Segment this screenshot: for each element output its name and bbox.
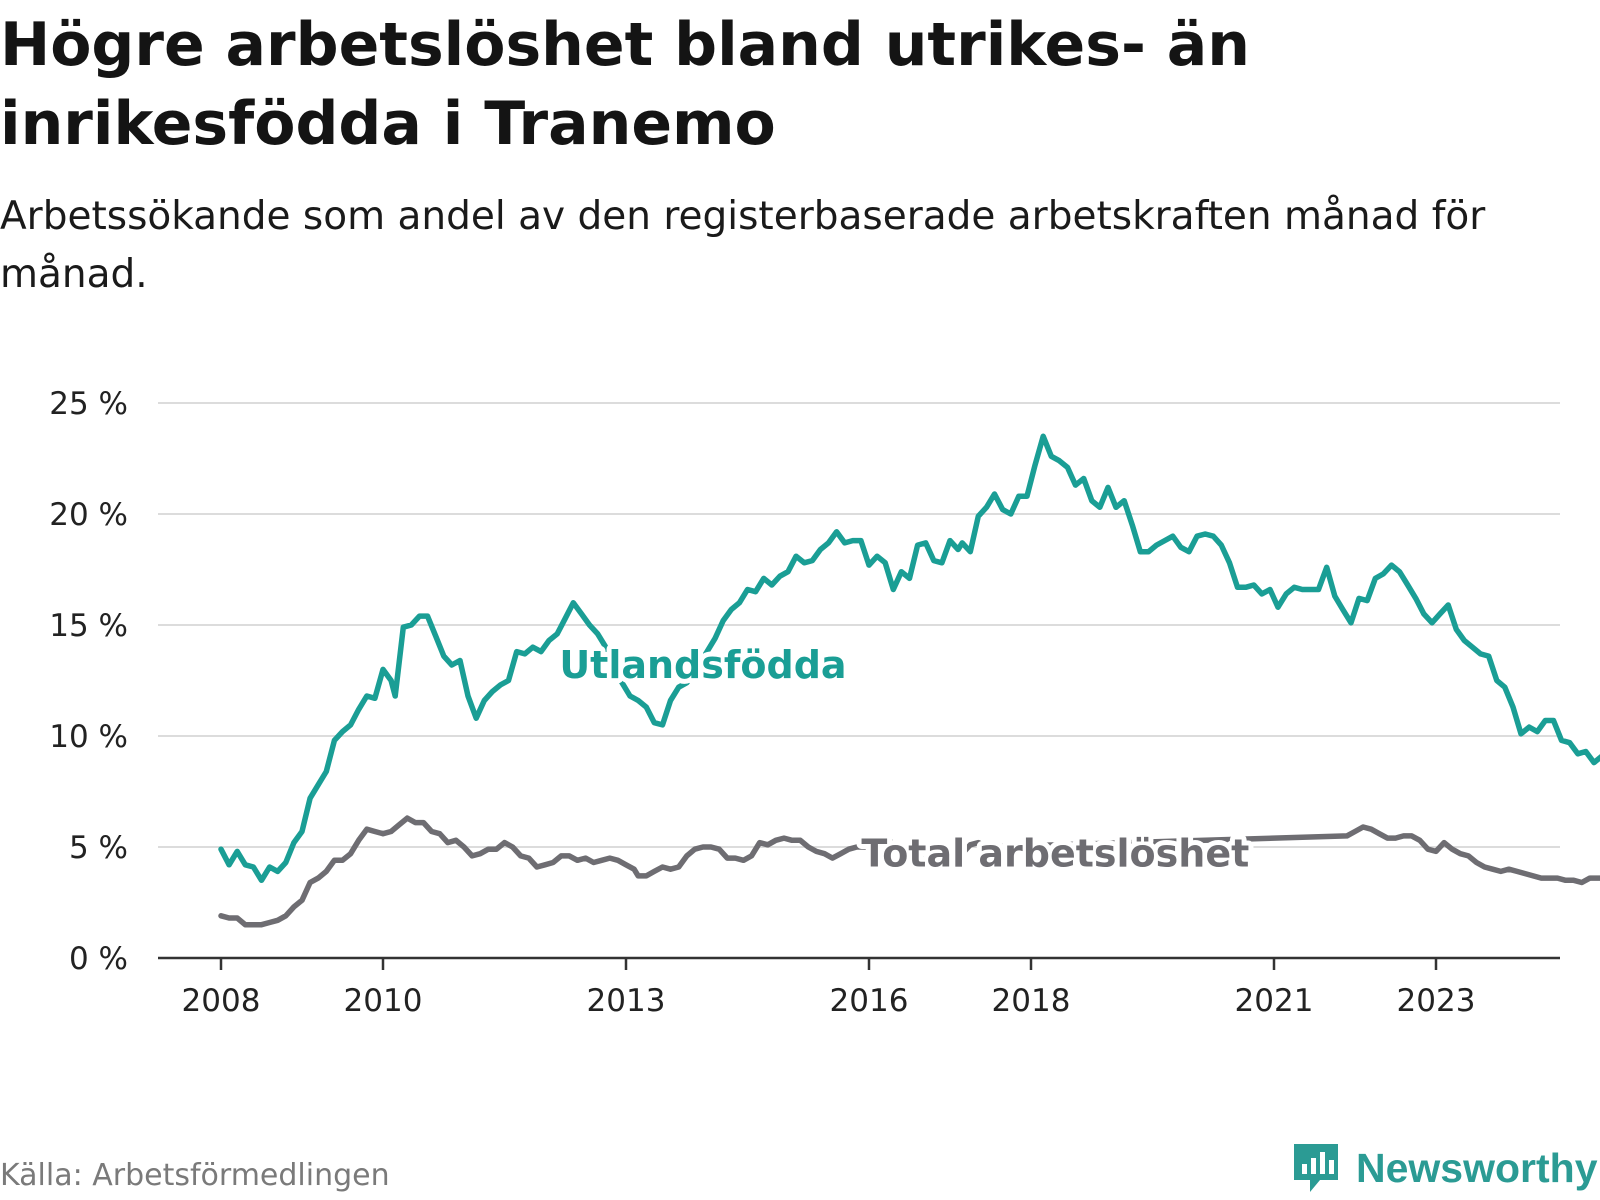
chart-title: Högre arbetslöshet bland utrikes- än inr…	[0, 10, 1250, 159]
newsworthy-logo-icon	[1294, 1144, 1338, 1192]
y-tick-label: 5 %	[69, 830, 128, 866]
series-lines	[218, 433, 1600, 928]
brand-logo[interactable]: Newsworthy	[1290, 1140, 1598, 1196]
x-tick-label: 2010	[344, 983, 423, 1019]
x-tick-label: 2013	[587, 983, 666, 1019]
line-chart: 0 %5 %10 %15 %20 %25 % 2008 2010 2013 2016 2…	[49, 386, 1600, 1019]
y-axis-ticks: 0 % 5 % 10 % 15 % 20 % 25 %	[49, 386, 128, 977]
y-tick-label: 15 %	[49, 608, 128, 644]
y-tick-label: 20 %	[49, 497, 128, 533]
brand-name: Newsworthy	[1356, 1144, 1598, 1191]
x-tick-label: 2023	[1397, 983, 1476, 1019]
y-tick-label: 25 %	[49, 386, 128, 422]
y-tick-label: 10 %	[49, 719, 128, 755]
source-note: Källa: Arbetsförmedlingen	[0, 1158, 390, 1193]
y-tick-label: 0 %	[69, 941, 128, 977]
x-tick-label: 2008	[182, 983, 261, 1019]
series-label: Utlandsfödda	[559, 643, 846, 687]
x-tick-label: 2021	[1235, 983, 1314, 1019]
x-axis: 2008 2010 2013 2016 2018 2021 2023	[158, 956, 1560, 1019]
x-tick-label: 2018	[992, 983, 1071, 1019]
chart-subtitle: Arbetssökande som andel av den registerb…	[0, 194, 1486, 297]
series-line-utlandsfodda	[218, 433, 1600, 884]
series-label: Total arbetslöshet	[861, 832, 1249, 876]
x-tick-label: 2016	[830, 983, 909, 1019]
series-line-total	[218, 815, 1600, 928]
